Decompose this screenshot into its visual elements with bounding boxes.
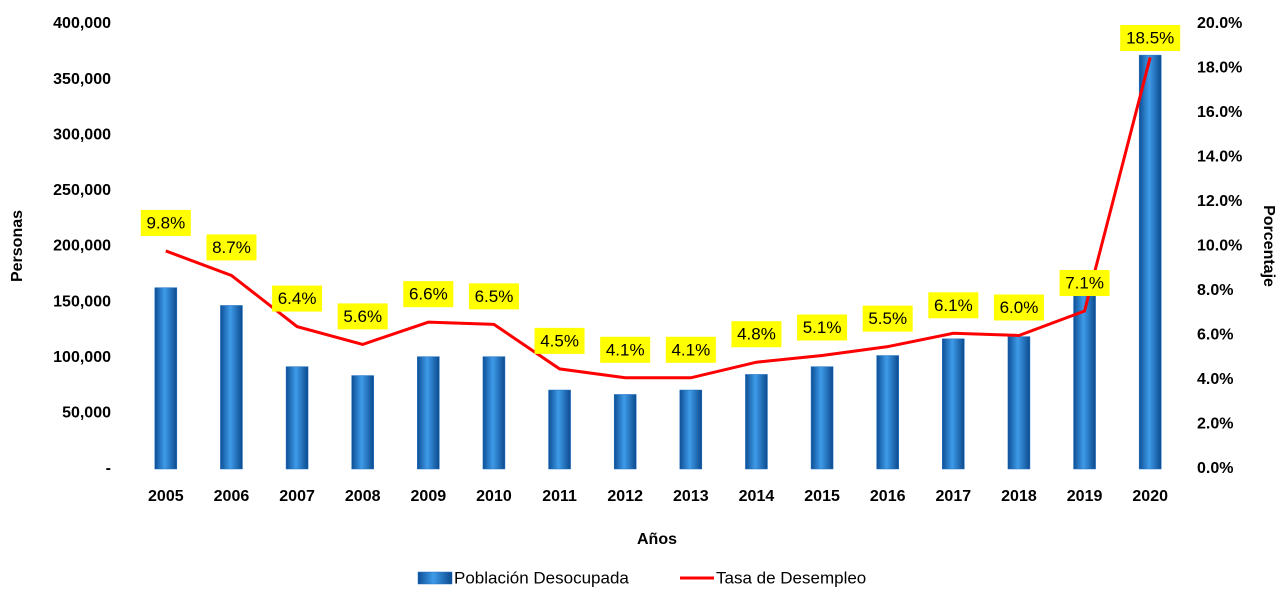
x-tick-label: 2016 <box>870 488 906 505</box>
data-label: 5.5% <box>868 309 907 328</box>
data-label-box <box>928 292 979 319</box>
y-tick-label: 250,000 <box>53 182 111 199</box>
y-tick-label: 400,000 <box>53 15 111 32</box>
y2-tick-label: 20.0% <box>1197 15 1242 32</box>
x-tick-label: 2020 <box>1132 488 1168 505</box>
bar <box>1007 336 1031 470</box>
data-label: 8.7% <box>212 238 251 257</box>
bar <box>679 389 703 470</box>
data-label-box <box>468 283 519 310</box>
data-label-box <box>403 281 454 308</box>
x-tick-label: 2007 <box>279 488 315 505</box>
data-label: 9.8% <box>146 213 185 232</box>
data-label-box <box>862 305 913 332</box>
x-tick-label: 2006 <box>214 488 250 505</box>
x-tick-label: 2011 <box>542 488 577 505</box>
bar <box>613 394 637 470</box>
data-label-box <box>140 209 191 236</box>
data-label-box <box>665 336 716 363</box>
data-label: 18.5% <box>1126 28 1174 47</box>
x-tick-label: 2019 <box>1067 488 1103 505</box>
x-tick-label: 2012 <box>607 488 643 505</box>
data-label: 6.5% <box>475 287 514 306</box>
line <box>165 56 1152 380</box>
data-label: 6.1% <box>934 296 973 315</box>
y2-tick-label: 16.0% <box>1197 104 1242 121</box>
data-label-box <box>534 327 585 354</box>
data-label-box <box>731 321 782 348</box>
y2-tick-label: 12.0% <box>1197 193 1242 210</box>
y2-tick-label: 8.0% <box>1197 282 1233 299</box>
x-tick-label: 2017 <box>936 488 972 505</box>
bar <box>548 389 571 470</box>
y-tick-label: 200,000 <box>53 238 111 255</box>
bar <box>285 366 309 470</box>
x-tick-label: 2018 <box>1001 488 1037 505</box>
x-tick-label: 2014 <box>739 488 775 505</box>
data-label-box <box>600 336 651 363</box>
y-axis-title: Personas <box>9 210 26 282</box>
data-label-box <box>1120 25 1181 51</box>
y2-tick-label: 2.0% <box>1197 416 1233 433</box>
data-label: 4.8% <box>737 325 776 344</box>
y-tick-label: 50,000 <box>62 405 111 422</box>
data-label: 4.1% <box>606 340 645 359</box>
data-label: 5.6% <box>343 307 382 326</box>
y2-tick-label: 18.0% <box>1197 60 1242 77</box>
bar <box>810 366 834 470</box>
x-tick-label: 2009 <box>411 488 447 505</box>
y2-tick-label: 4.0% <box>1197 371 1233 388</box>
legend-label: Población Desocupada <box>454 568 629 587</box>
x-tick-label: 2013 <box>673 488 709 505</box>
bar <box>482 356 506 470</box>
data-label: 4.1% <box>671 340 710 359</box>
bar <box>351 375 374 470</box>
data-label-box <box>206 234 257 261</box>
y2-tick-label: 14.0% <box>1197 149 1242 166</box>
bar <box>417 356 440 470</box>
bar <box>745 374 768 470</box>
y-tick-label: 350,000 <box>53 71 111 88</box>
bar <box>942 338 965 470</box>
y-tick-label: 100,000 <box>53 349 111 366</box>
data-label: 5.1% <box>803 318 842 337</box>
data-label: 6.0% <box>1000 298 1039 317</box>
data-label: 6.4% <box>278 289 317 308</box>
x-tick-label: 2015 <box>804 488 840 505</box>
data-label-box <box>272 285 323 312</box>
legend-swatch <box>417 571 453 585</box>
data-label-box <box>797 314 848 341</box>
y2-tick-label: 0.0% <box>1197 460 1233 477</box>
x-tick-label: 2008 <box>345 488 381 505</box>
x-tick-label: 2005 <box>148 488 184 505</box>
bar <box>1138 54 1162 470</box>
y2-tick-label: 6.0% <box>1197 327 1233 344</box>
y2-tick-label: 10.0% <box>1197 238 1242 255</box>
data-label-box <box>1059 270 1110 297</box>
y2-axis-title: Porcentaje <box>1260 205 1277 287</box>
bar <box>876 355 899 470</box>
bar <box>154 287 178 470</box>
y-tick-label: 150,000 <box>53 293 111 310</box>
x-tick-label: 2010 <box>476 488 512 505</box>
data-label: 7.1% <box>1065 274 1104 293</box>
data-label-box <box>337 303 388 330</box>
data-label: 4.5% <box>540 331 579 350</box>
y-tick-label: 300,000 <box>53 126 111 143</box>
x-axis-title: Años <box>637 531 677 548</box>
bar <box>220 305 243 470</box>
data-label-box <box>993 294 1044 321</box>
data-label: 6.6% <box>409 285 448 304</box>
legend-label: Tasa de Desempleo <box>716 568 866 587</box>
y-tick-label: - <box>106 460 111 477</box>
